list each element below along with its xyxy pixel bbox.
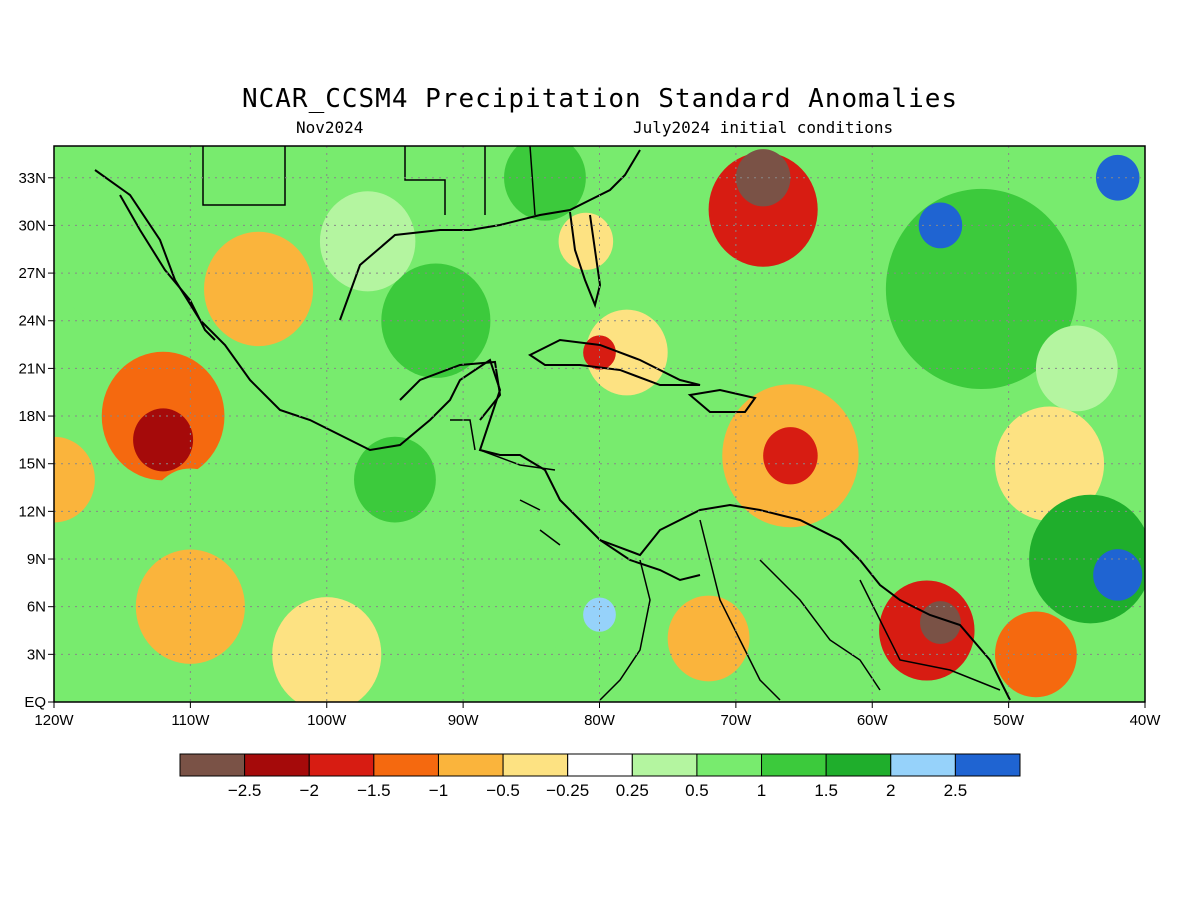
lat-tick-label: 3N <box>27 646 46 663</box>
colorbar-swatch <box>631 753 698 777</box>
colorbar-swatch <box>761 753 827 777</box>
anomaly-blob <box>54 185 191 329</box>
central-america-borders <box>450 419 561 546</box>
colorbar-label: 0.25 <box>616 781 649 800</box>
lon-tick-label: 50W <box>993 712 1025 729</box>
anomaly-blob <box>763 427 818 485</box>
anomaly-blob <box>918 202 963 249</box>
florida <box>569 211 602 309</box>
colorbar-swatch <box>696 753 763 777</box>
anomaly-blob <box>204 231 314 347</box>
init-conditions-label: July2024 initial conditions <box>633 118 894 137</box>
south-america-coast <box>599 503 1011 701</box>
colorbar-swatch <box>244 753 310 777</box>
latitude-labels: EQ 3N 6N 9N 12N 15N 18N 21N 24N 27N 30N 33N <box>18 170 54 711</box>
colorbar-label: −1 <box>429 781 448 800</box>
lat-tick-label: 12N <box>18 503 46 520</box>
anomaly-blob <box>585 309 668 396</box>
colorbar-label: 2.5 <box>944 781 968 800</box>
colorbar-swatch <box>373 753 439 777</box>
lat-tick-label: EQ <box>24 694 46 711</box>
colorbar-swatch <box>179 753 246 777</box>
colorbar-label: −1.5 <box>357 781 391 800</box>
anomaly-blob <box>583 597 616 632</box>
anomaly-blob <box>135 549 245 664</box>
mexico-us-coastline <box>94 169 701 582</box>
lat-tick-label: 9N <box>27 551 46 568</box>
longitude-labels: 120W 110W 100W 90W 80W 70W 60W 50W 40W <box>34 702 1161 729</box>
map-title: NCAR_CCSM4 Precipitation Standard Anomal… <box>241 84 959 114</box>
colorbar-label: −0.5 <box>486 781 520 800</box>
anomaly-blob <box>735 149 791 207</box>
anomaly-blob <box>1095 154 1140 201</box>
baja-california <box>119 194 216 341</box>
lat-tick-label: 24N <box>18 313 46 330</box>
colorbar: −2.5 −2 −1.5 −1 −0.5 −0.25 0.25 0.5 1 1.5 2 2.5 <box>179 753 1021 800</box>
lon-tick-label: 40W <box>1130 712 1162 729</box>
graticule <box>54 146 1145 702</box>
anomaly-blob <box>667 357 750 444</box>
cuba <box>528 338 701 386</box>
lat-tick-label: 6N <box>27 599 46 616</box>
anomaly-field <box>54 146 1145 702</box>
lon-tick-label: 110W <box>171 712 210 729</box>
hispaniola <box>687 388 757 413</box>
lon-tick-label: 60W <box>857 712 889 729</box>
colorbar-label: −0.25 <box>546 781 589 800</box>
lon-tick-label: 80W <box>584 712 616 729</box>
colorbar-swatch <box>825 753 892 777</box>
anomaly-blob <box>667 595 750 682</box>
colombia-border <box>599 519 781 701</box>
lat-tick-label: 21N <box>18 360 46 377</box>
colorbar-swatch <box>890 753 956 777</box>
anomaly-blob <box>1093 549 1143 601</box>
lon-tick-label: 120W <box>34 712 74 729</box>
anomaly-blob <box>272 597 382 702</box>
lat-tick-label: 33N <box>18 170 46 187</box>
lat-tick-label: 30N <box>18 217 46 234</box>
coastlines <box>94 146 1011 701</box>
lon-tick-label: 100W <box>307 712 347 729</box>
anomaly-blob <box>558 212 614 270</box>
colorbar-label: 1.5 <box>814 781 838 800</box>
us-borders <box>202 146 536 216</box>
colorbar-label: 2 <box>886 781 895 800</box>
valid-month-label: Nov2024 <box>296 118 364 137</box>
gulf-coast <box>339 149 641 321</box>
anomaly-blob <box>133 408 194 472</box>
lat-tick-label: 18N <box>18 408 46 425</box>
colorbar-swatch <box>954 753 1021 777</box>
colorbar-swatch <box>567 753 633 777</box>
anomaly-blob <box>354 436 436 523</box>
anomaly-blob <box>319 191 416 292</box>
lat-tick-label: 15N <box>18 456 46 473</box>
lon-tick-label: 70W <box>720 712 752 729</box>
yucatan <box>399 360 502 421</box>
colorbar-label: −2 <box>300 781 319 800</box>
lon-tick-label: 90W <box>448 712 480 729</box>
colorbar-label: 0.5 <box>685 781 709 800</box>
colorbar-label: −2.5 <box>228 781 262 800</box>
lat-tick-label: 27N <box>18 265 46 282</box>
anomaly-blob <box>504 146 586 221</box>
colorbar-label: 1 <box>757 781 766 800</box>
anomaly-blob <box>919 601 961 645</box>
colorbar-swatch <box>308 753 375 777</box>
colorbar-swatch <box>502 753 569 777</box>
anomaly-blob <box>54 436 95 523</box>
colorbar-swatch <box>437 753 504 777</box>
